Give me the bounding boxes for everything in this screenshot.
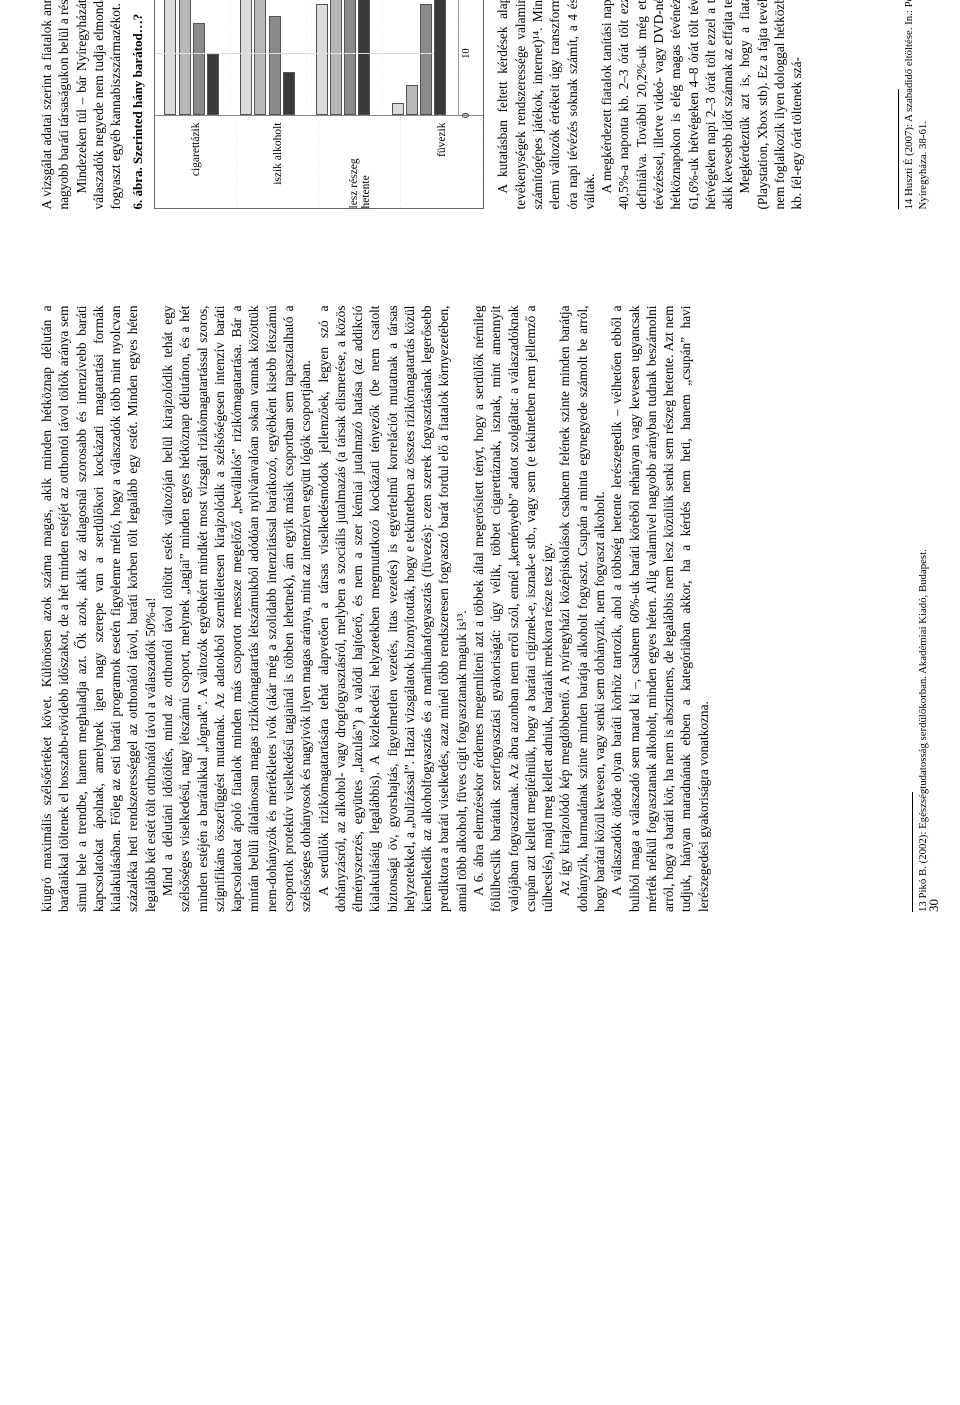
- para: Mind a délutáni időtöltés, mind az ottho…: [159, 306, 315, 913]
- chart-bar: [358, 0, 370, 116]
- footnote-separator: [912, 792, 913, 912]
- para: A serdülők rizikómagatartására tehát ala…: [315, 306, 471, 913]
- chart-x-tick: 0: [461, 113, 472, 118]
- footnote-text: Huszti É (2007): A szabadidő eltöltése. …: [903, 0, 928, 210]
- para: kiugró maximális szélsőértéket követ. Kü…: [38, 306, 159, 913]
- chart-x-tick: 10: [461, 48, 472, 59]
- chart-bar: [193, 23, 205, 116]
- right-after: A kutatásban feltett kérdések alapján me…: [494, 0, 805, 210]
- chart-bar-group: [231, 0, 307, 116]
- footnote-separator: [898, 90, 899, 210]
- chart-category-label: füvezik: [401, 117, 483, 209]
- chart-category-label: lesz részeg hetente: [319, 117, 401, 209]
- chart-bar: [406, 85, 418, 116]
- left-page: kiugró maximális szélsőértéket követ. Kü…: [0, 258, 960, 961]
- chart-bar: [283, 72, 295, 115]
- chart-bar-group: [155, 0, 231, 116]
- chart-bar: [420, 4, 432, 115]
- para: A kutatásban feltett kérdések alapján me…: [494, 0, 598, 210]
- chart-bar: [207, 54, 219, 116]
- chart-bar: [269, 17, 281, 116]
- chart-bar: [164, 0, 176, 116]
- chart-bar: [316, 4, 328, 115]
- rotated-document-spread: kiugró maximális szélsőértéket követ. Kü…: [0, 0, 960, 960]
- footnote-14: 14 Huszti É (2007): A szabadidő eltöltés…: [903, 0, 930, 210]
- chart-bar: [344, 0, 356, 116]
- chart-category-label: cigarettázik: [155, 117, 237, 209]
- footnote-text: Pikó B. (2002): Egészségtudatosság serdü…: [917, 549, 929, 898]
- chart-bar: [330, 0, 342, 116]
- page-number-left: 30: [926, 899, 942, 912]
- chart-bar-group: [307, 0, 383, 116]
- chart-category-label: iszik alkoholt: [237, 117, 319, 209]
- chart-category-axis: cigarettázikiszik alkoholtlesz részeg he…: [155, 116, 483, 209]
- figure-caption: 6. ábra. Szerinted hány barátod…?: [130, 0, 146, 210]
- para: A megkérdezett fiatalok tanítási napokon…: [598, 0, 736, 210]
- para: A vizsgálat adatai szerint a fiatalok an…: [38, 0, 73, 210]
- right-page: A vizsgálat adatai szerint a fiatalok an…: [0, 0, 960, 258]
- chart-bar: [392, 103, 404, 115]
- two-page-spread: kiugró maximális szélsőértéket követ. Kü…: [0, 0, 960, 960]
- right-intro: A vizsgálat adatai szerint a fiatalok an…: [38, 0, 124, 210]
- footnote-number: 14: [903, 199, 915, 210]
- para: Az így kirajzolódó kép megdöbbentő. A ny…: [556, 306, 608, 913]
- chart-bar: [179, 0, 191, 116]
- chart-rows: [155, 0, 458, 116]
- para: Megkérdeztük azt is, hogy a fiatalok nap…: [736, 0, 805, 210]
- para: A válaszadók ötöde olyan baráti körhöz t…: [608, 306, 712, 913]
- chart-bar: [240, 0, 252, 116]
- chart-bar: [254, 0, 266, 116]
- para: A 6. ábra elemzésekor érdemes megemlíten…: [470, 306, 556, 913]
- chart-plot-area: 01020304050607080 a többségnéhányankeves…: [155, 0, 483, 116]
- para: Mindezeken túl – bár Nyíregyházát drogok…: [73, 0, 125, 210]
- chart-bar-group: [383, 0, 459, 116]
- footnote-13: 13 Pikó B. (2002): Egészségtudatosság se…: [917, 306, 930, 913]
- chart-x-axis: 01020304050607080: [458, 0, 483, 116]
- chart-bar: [434, 0, 446, 116]
- chart-gridline: [155, 53, 434, 54]
- figure-6-bar-chart: cigarettázikiszik alkoholtlesz részeg he…: [154, 0, 484, 210]
- left-body: kiugró maximális szélsőértéket követ. Kü…: [38, 306, 712, 913]
